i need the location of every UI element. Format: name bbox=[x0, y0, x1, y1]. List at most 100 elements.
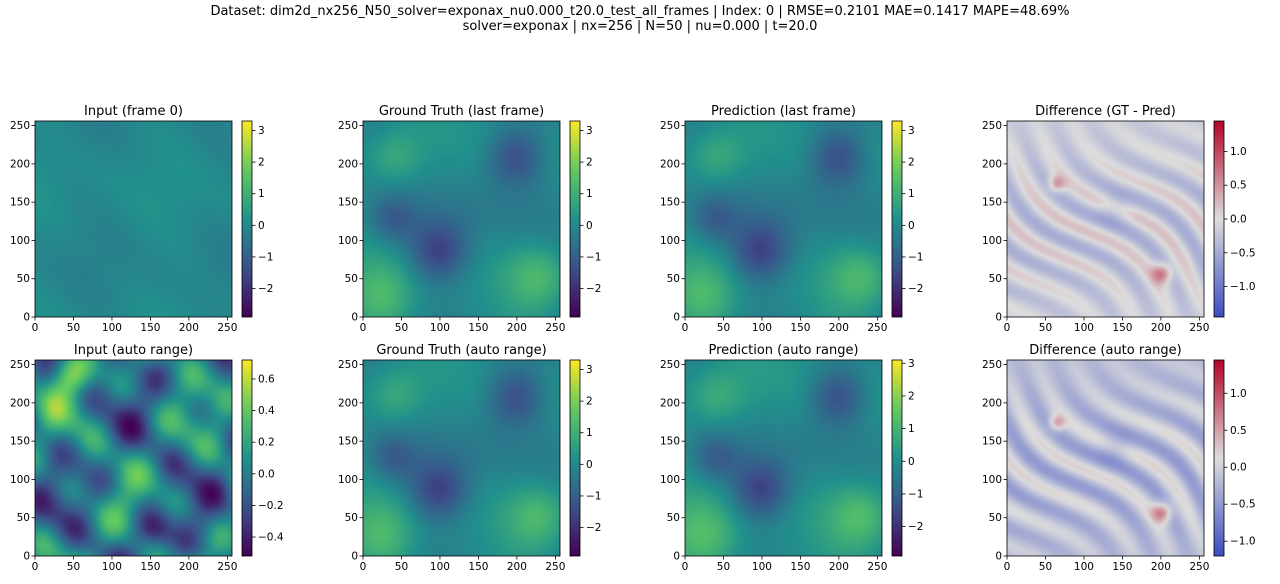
x-tick-label: 200 bbox=[507, 322, 527, 334]
x-tick-label: 50 bbox=[1039, 322, 1052, 334]
axes-frame bbox=[362, 120, 561, 318]
x-tick-label: 100 bbox=[752, 322, 772, 334]
x-tick-label: 200 bbox=[179, 322, 199, 334]
x-tick-label: 0 bbox=[32, 322, 39, 334]
y-tick-label: 200 bbox=[982, 397, 1002, 409]
x-tick-label: 150 bbox=[468, 322, 488, 334]
x-tick-label: 0 bbox=[360, 322, 367, 334]
subplot-4: Difference (GT - Pred) 0 50 100 150 200 250 0 50… bbox=[982, 104, 1256, 334]
colorbar-tick-label: 3 bbox=[908, 358, 915, 370]
y-tick-label: 200 bbox=[338, 397, 358, 409]
x-tick-label: 100 bbox=[430, 322, 450, 334]
colorbar bbox=[569, 120, 581, 318]
x-tick-label: 50 bbox=[717, 322, 730, 334]
subplot-2: Ground Truth (last frame)0 50 100 150 200 250… bbox=[338, 104, 602, 334]
heatmap-image bbox=[363, 121, 560, 317]
axes-frame bbox=[362, 359, 561, 557]
axes-frame bbox=[34, 120, 233, 318]
colorbar-tick-label: 2 bbox=[908, 157, 915, 169]
colorbar-tick-label: 0 bbox=[908, 456, 915, 468]
y-tick-label: 0 bbox=[23, 312, 30, 324]
colorbar-tick-label: −1 bbox=[908, 251, 923, 263]
y-tick-label: 250 bbox=[982, 359, 1002, 371]
colorbar bbox=[241, 120, 253, 318]
y-tick-label: 50 bbox=[345, 512, 358, 524]
x-tick-label: 0 bbox=[32, 561, 39, 573]
x-tick-label: 200 bbox=[179, 561, 199, 573]
x-tick-label: 50 bbox=[1039, 561, 1052, 573]
colorbar-tick-label: 0 bbox=[258, 220, 265, 232]
subplot-title: Prediction (last frame) bbox=[711, 104, 856, 119]
x-tick-label: 250 bbox=[217, 561, 237, 573]
y-tick-label: 100 bbox=[982, 235, 1002, 247]
heatmap-image bbox=[685, 121, 882, 317]
x-tick-label: 50 bbox=[67, 561, 80, 573]
colorbar bbox=[1213, 359, 1225, 557]
subplot-title: Input (auto range) bbox=[74, 343, 193, 358]
colorbar-tick-label: 1 bbox=[258, 188, 265, 200]
y-tick-label: 250 bbox=[10, 120, 30, 132]
axes-frame bbox=[1006, 120, 1205, 318]
x-tick-label: 100 bbox=[752, 561, 772, 573]
colorbar-tick-label: 0.2 bbox=[258, 437, 275, 449]
y-tick-label: 150 bbox=[338, 436, 358, 448]
colorbar-tick-label: 1.0 bbox=[1230, 388, 1247, 400]
colorbar-tick-label: −0.2 bbox=[258, 500, 284, 512]
colorbar-tick-label: −0.5 bbox=[1230, 247, 1256, 259]
x-tick-label: 150 bbox=[140, 561, 160, 573]
y-tick-label: 250 bbox=[982, 120, 1002, 132]
colorbar-tick-label: 1 bbox=[586, 427, 593, 439]
x-tick-label: 150 bbox=[1112, 561, 1132, 573]
x-tick-label: 50 bbox=[395, 322, 408, 334]
subplot-title: Ground Truth (last frame) bbox=[379, 104, 544, 119]
y-tick-label: 250 bbox=[338, 359, 358, 371]
colorbar-tick-label: 1 bbox=[908, 423, 915, 435]
colorbar-tick-label: −0.4 bbox=[258, 532, 284, 544]
heatmap-image bbox=[363, 360, 560, 556]
y-tick-label: 150 bbox=[660, 197, 680, 209]
colorbar-tick-label: −2 bbox=[586, 283, 601, 295]
y-tick-label: 0 bbox=[995, 312, 1002, 324]
x-tick-label: 200 bbox=[1151, 322, 1171, 334]
colorbar-tick-label: 2 bbox=[258, 157, 265, 169]
colorbar-tick-label: −1 bbox=[258, 251, 273, 263]
subplot-title: Difference (auto range) bbox=[1029, 343, 1181, 358]
colorbar-tick-label: 2 bbox=[586, 157, 593, 169]
colorbar-tick-label: 0.0 bbox=[258, 468, 275, 480]
y-tick-label: 250 bbox=[660, 120, 680, 132]
y-tick-label: 250 bbox=[10, 359, 30, 371]
colorbar-tick-label: 3 bbox=[586, 364, 593, 376]
colorbar-tick-label: 0 bbox=[908, 220, 915, 232]
colorbar-tick-label: −2 bbox=[908, 283, 923, 295]
x-tick-label: 0 bbox=[360, 561, 367, 573]
y-tick-label: 0 bbox=[351, 551, 358, 563]
colorbar-tick-label: 3 bbox=[586, 125, 593, 137]
colorbar-tick-label: 1 bbox=[586, 188, 593, 200]
y-tick-label: 200 bbox=[10, 158, 30, 170]
x-tick-label: 150 bbox=[790, 322, 810, 334]
x-tick-label: 150 bbox=[468, 561, 488, 573]
axes-frame bbox=[684, 359, 883, 557]
x-tick-label: 100 bbox=[430, 561, 450, 573]
x-tick-label: 50 bbox=[395, 561, 408, 573]
x-tick-label: 100 bbox=[102, 322, 122, 334]
colorbar-tick-label: −1 bbox=[586, 490, 601, 502]
y-tick-label: 100 bbox=[10, 235, 30, 247]
y-tick-label: 100 bbox=[338, 474, 358, 486]
y-tick-label: 50 bbox=[667, 273, 680, 285]
axes-frame bbox=[684, 120, 883, 318]
colorbar-tick-label: −2 bbox=[258, 283, 273, 295]
y-tick-label: 200 bbox=[660, 158, 680, 170]
y-tick-label: 150 bbox=[10, 197, 30, 209]
axes-frame bbox=[34, 359, 233, 557]
x-tick-label: 200 bbox=[507, 561, 527, 573]
x-tick-label: 250 bbox=[217, 322, 237, 334]
y-tick-label: 200 bbox=[338, 158, 358, 170]
heatmap-image bbox=[35, 121, 232, 317]
x-tick-label: 250 bbox=[867, 561, 887, 573]
subplot-8: Difference (auto range) 0 50 100 150 200 250 0 5… bbox=[982, 343, 1256, 573]
colorbar bbox=[891, 120, 903, 318]
suptitle-line-2: solver=exponax | nx=256 | N=50 | nu=0.00… bbox=[462, 19, 818, 34]
colorbar-tick-label: 0.0 bbox=[1230, 214, 1247, 226]
